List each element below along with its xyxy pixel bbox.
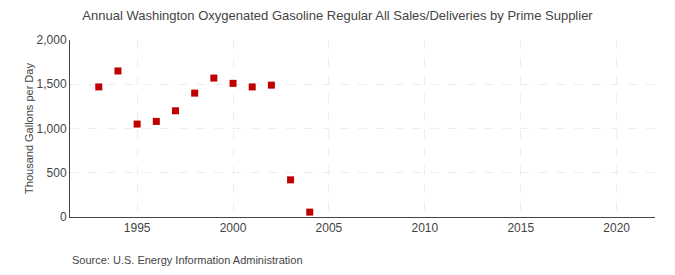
svg-text:2020: 2020 [603,221,630,235]
svg-text:2010: 2010 [411,221,438,235]
svg-text:1,500: 1,500 [37,77,67,91]
svg-text:2,000: 2,000 [37,33,67,47]
svg-text:Annual Washington Oxygenated G: Annual Washington Oxygenated Gasoline Re… [82,8,593,23]
svg-text:1,000: 1,000 [37,122,67,136]
svg-text:2015: 2015 [507,221,534,235]
svg-text:2000: 2000 [220,221,247,235]
svg-text:2005: 2005 [316,221,343,235]
svg-text:1995: 1995 [124,221,151,235]
svg-text:0: 0 [60,210,67,224]
svg-text:500: 500 [47,166,67,180]
svg-text:Source: U.S. Energy Informatio: Source: U.S. Energy Information Administ… [72,254,303,266]
svg-text:Thousand Gallons per Day: Thousand Gallons per Day [23,63,35,194]
